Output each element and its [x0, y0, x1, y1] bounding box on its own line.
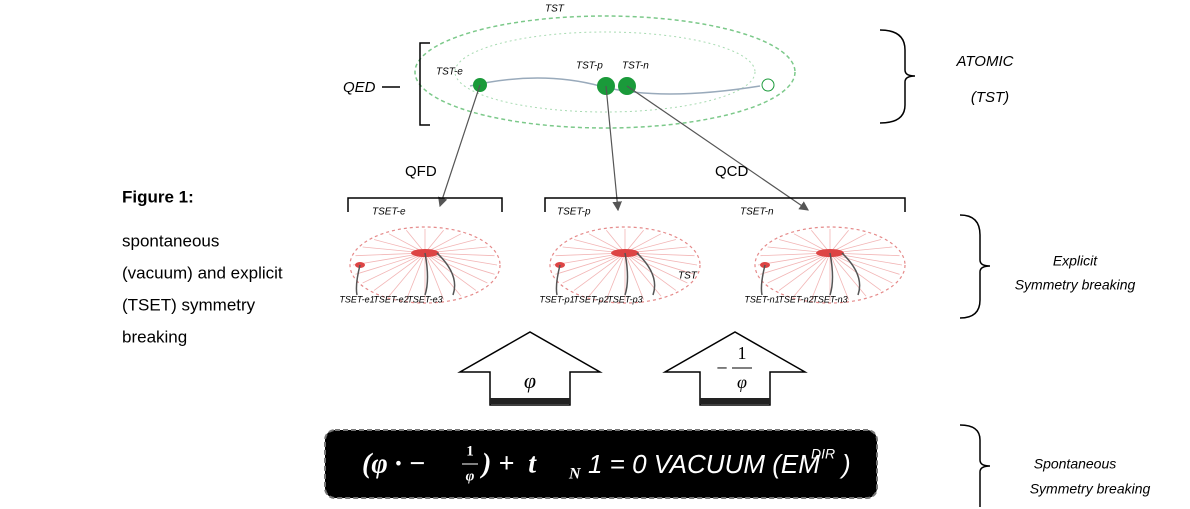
sub-label: TSET-p2 — [573, 294, 608, 304]
spoke — [605, 252, 626, 300]
group-ellipse — [754, 226, 906, 304]
qed-label: QED — [343, 79, 376, 96]
spoke — [424, 252, 477, 291]
branch-label: QCD — [715, 163, 749, 180]
eq-rest: 1 = 0 VACUUM (EM — [588, 449, 820, 479]
spoke — [562, 252, 626, 284]
spontaneous-label: Symmetry breaking — [1030, 481, 1151, 497]
spoke — [555, 252, 626, 275]
spoke — [373, 252, 426, 291]
sub-label: TSET-n3 — [812, 294, 847, 304]
spoke — [424, 252, 445, 300]
spoke — [362, 252, 426, 284]
explicit-label: Symmetry breaking — [1015, 277, 1136, 293]
branch-label: QFD — [405, 163, 437, 180]
spoke — [829, 252, 850, 300]
spoke — [588, 252, 626, 297]
arrow-den: φ — [737, 372, 747, 392]
spoke — [760, 252, 831, 275]
eq-den: φ — [466, 468, 475, 484]
explicit-label: Explicit — [1053, 253, 1098, 269]
sub-label: TSET-p3 — [607, 294, 642, 304]
group-label: TSET-e — [372, 207, 406, 218]
sub-label: TSET-n1 — [744, 294, 779, 304]
sub-label: TSET-e1 — [339, 294, 374, 304]
spoke — [424, 252, 488, 284]
spoke — [624, 252, 645, 300]
sub-label: TSET-e2 — [373, 294, 408, 304]
node-label: TST-p — [576, 61, 603, 72]
spoke — [810, 252, 831, 300]
eq-close: ) — [839, 449, 851, 479]
node-label: TST-e — [436, 67, 463, 78]
inner-label: TST — [678, 271, 698, 282]
spoke — [355, 252, 426, 275]
caption-line: (vacuum) and explicit — [122, 263, 283, 282]
atom: TST TST-e TST-p TST-n — [414, 4, 796, 129]
spoke — [778, 252, 831, 291]
arrow-sign: − — [716, 358, 727, 380]
spontaneous-label: Spontaneous — [1034, 456, 1117, 472]
group-ellipse — [349, 226, 501, 304]
spoke — [829, 252, 893, 284]
atomic-label: ATOMIC — [956, 53, 1014, 70]
caption-line: breaking — [122, 327, 187, 346]
spoke — [829, 252, 900, 275]
eq-sub: N — [568, 466, 582, 483]
spoke — [624, 252, 688, 284]
spoke — [624, 252, 695, 275]
caption-title: Figure 1: — [122, 187, 194, 206]
caption-line: (TSET) symmetry — [122, 295, 256, 314]
spoke — [829, 252, 882, 291]
spoke — [424, 252, 495, 275]
spoke — [793, 252, 831, 297]
eq-num: 1 — [466, 443, 474, 459]
caption-line: spontaneous — [122, 231, 219, 250]
spoke — [573, 252, 626, 291]
eq-mid: ) + t — [479, 448, 537, 479]
arrow-num: 1 — [738, 343, 747, 363]
strand — [555, 252, 656, 296]
spoke — [767, 252, 831, 284]
spoke — [388, 252, 426, 297]
atom-top: TST — [545, 4, 565, 15]
group-label: TSET-p — [557, 207, 591, 218]
eq-sup: DIR — [811, 446, 835, 462]
node-label: TST-n — [622, 61, 649, 72]
sub-label: TSET-p1 — [539, 294, 574, 304]
group-label: TSET-n — [740, 207, 774, 218]
equation-box — [324, 429, 878, 499]
strand — [760, 252, 861, 296]
atomic-label: (TST) — [971, 89, 1009, 106]
strand — [355, 252, 456, 296]
sub-label: TSET-e3 — [407, 294, 442, 304]
eq-open: (φ · − — [362, 448, 426, 479]
arrow-symbol: φ — [524, 368, 536, 393]
spoke — [624, 252, 677, 291]
sub-label: TSET-n2 — [778, 294, 813, 304]
group-ellipse — [549, 226, 701, 304]
spoke — [405, 252, 426, 300]
